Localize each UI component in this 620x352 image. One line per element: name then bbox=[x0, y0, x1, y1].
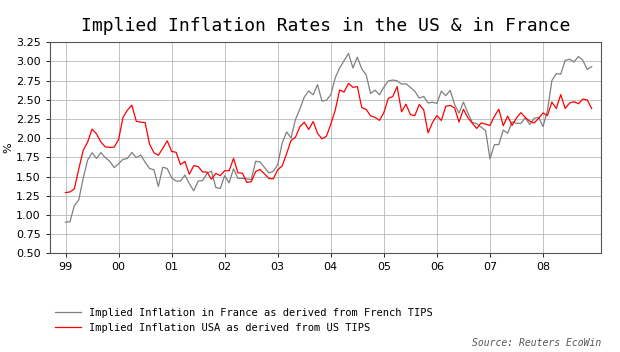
Implied Inflation in France as derived from French TIPS bbox=[203, 171, 211, 176]
Implied Inflation in France as derived from French TIPS bbox=[345, 51, 352, 56]
Implied Inflation USA as derived from US TIPS bbox=[358, 105, 365, 109]
Implied Inflation in France as derived from French TIPS bbox=[358, 67, 365, 71]
Implied Inflation in France as derived from French TIPS bbox=[575, 55, 582, 59]
Implied Inflation USA as derived from US TIPS bbox=[345, 81, 352, 86]
Implied Inflation in France as derived from French TIPS bbox=[588, 64, 595, 69]
Text: Source: Reuters EcoWin: Source: Reuters EcoWin bbox=[472, 339, 601, 348]
Line: Implied Inflation in France as derived from French TIPS: Implied Inflation in France as derived f… bbox=[66, 54, 591, 222]
Implied Inflation USA as derived from US TIPS bbox=[62, 190, 69, 195]
Implied Inflation in France as derived from French TIPS bbox=[62, 220, 69, 224]
Implied Inflation USA as derived from US TIPS bbox=[575, 102, 582, 106]
Line: Implied Inflation USA as derived from US TIPS: Implied Inflation USA as derived from US… bbox=[66, 83, 591, 193]
Implied Inflation USA as derived from US TIPS bbox=[203, 170, 211, 174]
Implied Inflation USA as derived from US TIPS bbox=[429, 120, 436, 125]
Legend: Implied Inflation in France as derived from French TIPS, Implied Inflation USA a: Implied Inflation in France as derived f… bbox=[55, 308, 433, 333]
Implied Inflation in France as derived from French TIPS bbox=[172, 179, 180, 183]
Implied Inflation in France as derived from French TIPS bbox=[429, 100, 436, 104]
Title: Implied Inflation Rates in the US & in France: Implied Inflation Rates in the US & in F… bbox=[81, 17, 570, 35]
Implied Inflation USA as derived from US TIPS bbox=[482, 122, 489, 126]
Implied Inflation USA as derived from US TIPS bbox=[588, 106, 595, 111]
Implied Inflation USA as derived from US TIPS bbox=[172, 150, 180, 155]
Y-axis label: %: % bbox=[3, 143, 13, 153]
Implied Inflation in France as derived from French TIPS bbox=[482, 128, 489, 132]
